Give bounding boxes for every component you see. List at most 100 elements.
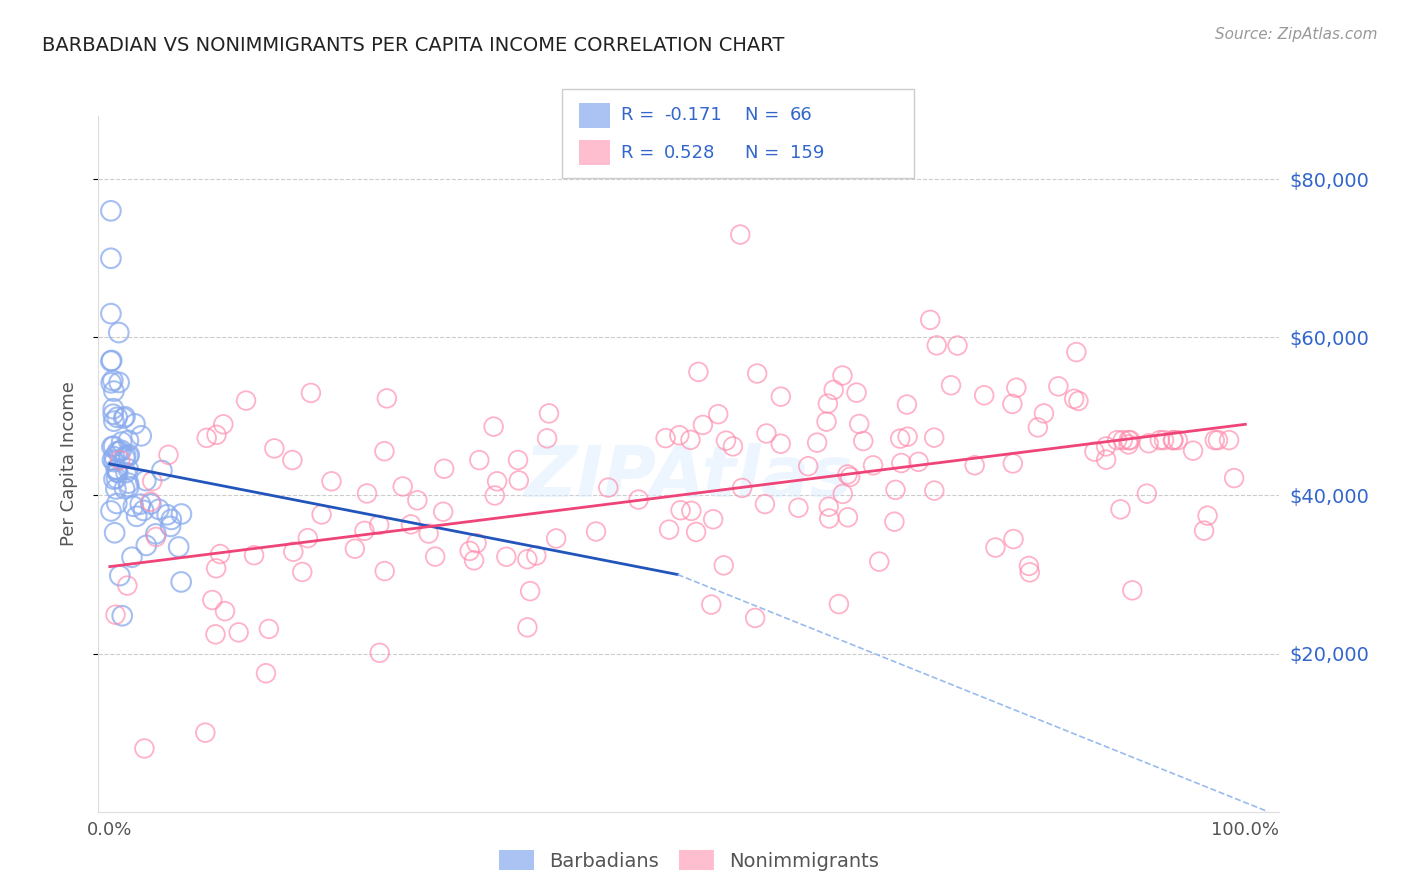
Point — [707, 407, 730, 421]
Point — [107, 326, 129, 340]
Point — [114, 449, 136, 463]
Point — [831, 487, 853, 501]
Point — [482, 419, 505, 434]
Point — [117, 462, 139, 476]
Point — [516, 552, 538, 566]
Point — [1026, 420, 1049, 434]
Point — [896, 397, 918, 411]
Point — [103, 439, 125, 453]
Point — [105, 462, 128, 476]
Point — [1063, 392, 1085, 406]
Point — [546, 532, 568, 546]
Point — [100, 376, 122, 390]
Y-axis label: Per Capita Income: Per Capita Income — [59, 382, 77, 546]
Point — [101, 440, 124, 454]
Point — [922, 431, 945, 445]
Point — [868, 555, 890, 569]
Point — [755, 426, 778, 441]
Point — [103, 450, 125, 464]
Point — [425, 549, 447, 564]
Point — [375, 392, 398, 406]
Point — [806, 435, 828, 450]
Point — [101, 373, 124, 387]
Point — [973, 388, 995, 402]
Point — [1083, 444, 1105, 458]
Point — [235, 393, 257, 408]
Point — [100, 203, 122, 218]
Point — [714, 434, 737, 448]
Point — [117, 578, 139, 592]
Point — [654, 431, 676, 445]
Point — [1137, 436, 1160, 450]
Point — [139, 494, 162, 508]
Point — [148, 502, 170, 516]
Point — [1001, 457, 1024, 471]
Point — [852, 434, 875, 448]
Point — [1182, 443, 1205, 458]
Point — [433, 461, 456, 475]
Point — [111, 435, 134, 450]
Point — [658, 523, 681, 537]
Point — [101, 453, 124, 467]
Point — [100, 353, 122, 368]
Point — [141, 474, 163, 488]
Point — [135, 474, 157, 488]
Point — [1161, 433, 1184, 447]
Point — [668, 428, 690, 442]
Point — [321, 475, 343, 489]
Point — [311, 508, 333, 522]
Point — [817, 396, 839, 410]
Point — [1095, 452, 1118, 467]
Point — [105, 465, 128, 479]
Point — [111, 608, 134, 623]
Point — [458, 544, 481, 558]
Point — [744, 611, 766, 625]
Point — [1118, 433, 1140, 447]
Point — [463, 553, 485, 567]
Point — [1107, 433, 1129, 447]
Point — [823, 383, 845, 397]
Point — [1032, 406, 1054, 420]
Point — [495, 549, 517, 564]
Point — [1118, 437, 1140, 451]
Point — [692, 417, 714, 432]
Point — [105, 463, 128, 477]
Point — [117, 476, 139, 491]
Point — [170, 507, 193, 521]
Point — [669, 503, 692, 517]
Point — [845, 385, 868, 400]
Point — [124, 417, 146, 431]
Point — [797, 459, 820, 474]
Point — [159, 519, 181, 533]
Point — [145, 530, 167, 544]
Point — [1095, 439, 1118, 453]
Point — [747, 367, 769, 381]
Point — [100, 504, 122, 518]
Point — [110, 443, 132, 458]
Point — [105, 410, 128, 425]
Point — [104, 525, 127, 540]
Point — [399, 517, 422, 532]
Point — [1223, 471, 1246, 485]
Point — [730, 227, 752, 242]
Point — [209, 547, 232, 561]
Point — [281, 453, 304, 467]
Point — [117, 449, 139, 463]
Point — [205, 561, 228, 575]
Point — [107, 444, 129, 458]
Point — [114, 450, 136, 465]
Point — [837, 467, 859, 482]
Point — [103, 384, 125, 398]
Point — [890, 456, 912, 470]
Point — [1109, 502, 1132, 516]
Point — [132, 503, 155, 517]
Point — [118, 480, 141, 494]
Point — [907, 455, 929, 469]
Point — [536, 431, 558, 445]
Text: N =: N = — [745, 144, 785, 161]
Point — [125, 509, 148, 524]
Text: N =: N = — [745, 106, 785, 124]
Point — [100, 252, 122, 266]
Point — [465, 536, 488, 550]
Point — [963, 458, 986, 473]
